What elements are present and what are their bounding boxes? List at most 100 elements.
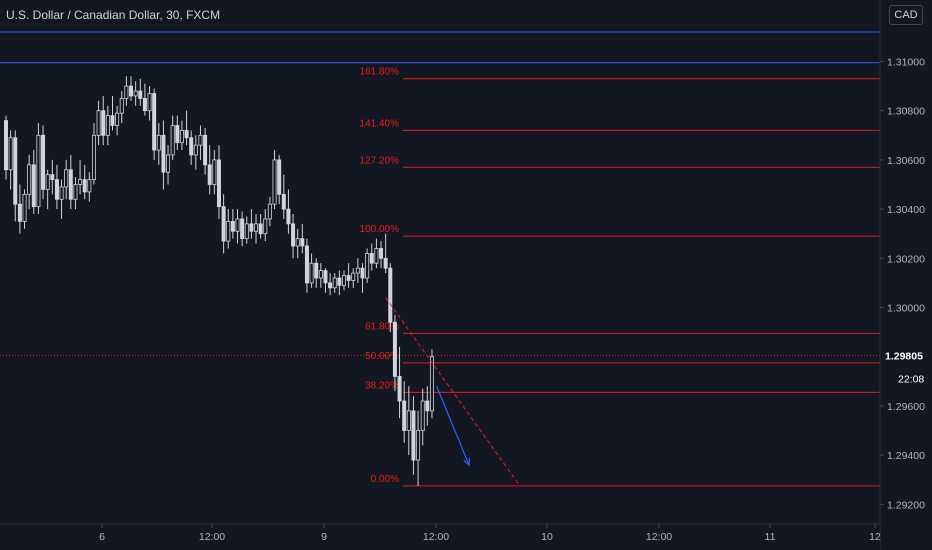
price-tick-label: 1.29600 — [887, 401, 925, 413]
candle-body — [82, 179, 87, 193]
candle-body — [189, 137, 194, 156]
fib-level-label: 100.00% — [360, 224, 400, 235]
fib-level-label: 127.20% — [360, 155, 400, 166]
candle-body — [286, 208, 291, 225]
candle-body — [235, 218, 240, 232]
candle-body — [59, 186, 64, 200]
price-tick-label: 1.29400 — [887, 450, 925, 462]
candle-body — [263, 218, 268, 235]
candle-body — [105, 115, 110, 136]
candle-body — [216, 159, 221, 208]
price-tick-label: 1.30600 — [887, 155, 925, 167]
candle-body — [291, 223, 296, 247]
candle-body — [142, 98, 147, 112]
candle-body — [31, 164, 36, 208]
candle-body — [429, 356, 434, 412]
candle-body — [425, 400, 430, 412]
candle-body — [277, 159, 282, 195]
candle-body — [115, 112, 120, 126]
candle-body — [166, 154, 171, 173]
candle-body — [346, 275, 351, 281]
price-tick-label: 1.30400 — [887, 204, 925, 216]
price-tick-label: 1.30800 — [887, 106, 925, 118]
projection-arrow-line — [436, 386, 470, 466]
fib-level-label: 50.00% — [365, 351, 399, 362]
candle-body — [267, 203, 272, 220]
candle-body — [91, 134, 96, 180]
candle-body — [383, 257, 388, 269]
candle-body — [50, 174, 55, 180]
price-tick-label: 1.29200 — [887, 499, 925, 511]
price-axis-background — [880, 0, 932, 550]
candle-body — [369, 252, 374, 264]
candle-body — [78, 179, 83, 185]
candle-body — [309, 262, 314, 284]
candle-body — [68, 169, 73, 200]
candle-body — [101, 110, 106, 136]
candle-body — [323, 270, 328, 284]
chart-title: U.S. Dollar / Canadian Dollar, 30, FXCM — [6, 8, 221, 22]
price-tick-label: 1.31000 — [887, 57, 925, 69]
candle-body — [406, 410, 411, 431]
candle-body — [272, 159, 277, 205]
candle-body — [397, 375, 402, 402]
candle-body — [41, 134, 46, 190]
time-tick-label: 6 — [99, 531, 105, 543]
candle-body — [295, 238, 300, 247]
current-price-box — [881, 347, 932, 364]
time-tick-label: 12:00 — [199, 531, 225, 543]
candle-body — [54, 179, 59, 200]
candle-body — [161, 134, 166, 173]
candle-body — [119, 98, 124, 114]
candle-body — [226, 221, 231, 242]
time-tick-label: 11 — [765, 531, 776, 543]
candle-body — [420, 400, 425, 431]
time-tick-label: 9 — [321, 531, 327, 543]
fib-level-label: 0.00% — [371, 474, 399, 485]
time-tick-label: 12:00 — [646, 531, 672, 543]
candle-body — [129, 85, 134, 97]
candle-body — [402, 400, 407, 431]
candle-body — [337, 277, 342, 286]
candle-body — [64, 169, 69, 188]
candle-body — [254, 223, 259, 232]
candle-body — [374, 248, 379, 264]
price-tick-label: 1.30000 — [887, 303, 925, 315]
dashed-trend-line — [385, 297, 521, 487]
candle-body — [8, 137, 13, 171]
time-tick-label: 12:00 — [423, 531, 449, 543]
candle-body — [96, 110, 101, 136]
candle-body — [341, 275, 346, 286]
candle-body — [179, 129, 184, 144]
candle-body — [314, 262, 319, 279]
candle-body — [22, 193, 27, 222]
candle-body — [281, 193, 286, 210]
currency-button[interactable]: CAD — [889, 5, 923, 25]
candle-body — [355, 267, 360, 274]
candle-body — [416, 430, 421, 461]
bar-countdown-label: 22:08 — [898, 373, 924, 385]
candle-body — [365, 252, 370, 279]
candle-body — [230, 221, 235, 232]
candle-body — [133, 90, 138, 97]
candle-body — [258, 223, 263, 235]
time-tick-label: 10 — [541, 531, 553, 543]
fib-level-label: 61.80% — [365, 321, 399, 332]
fib-level-label: 141.40% — [360, 118, 400, 129]
candle-body — [152, 93, 157, 151]
candle-body — [4, 120, 9, 171]
candle-body — [87, 179, 92, 193]
candle-body — [244, 223, 249, 240]
candle-body — [193, 144, 198, 156]
candle-body — [392, 321, 397, 377]
candle-body — [379, 248, 384, 259]
candle-body — [73, 184, 78, 200]
candle-body — [175, 125, 180, 144]
time-tick-label: 12 — [869, 531, 881, 543]
fib-level-label: 161.80% — [360, 67, 400, 78]
price-tick-label: 1.30200 — [887, 253, 925, 265]
candle-body — [332, 277, 337, 289]
candle-body — [124, 85, 129, 99]
